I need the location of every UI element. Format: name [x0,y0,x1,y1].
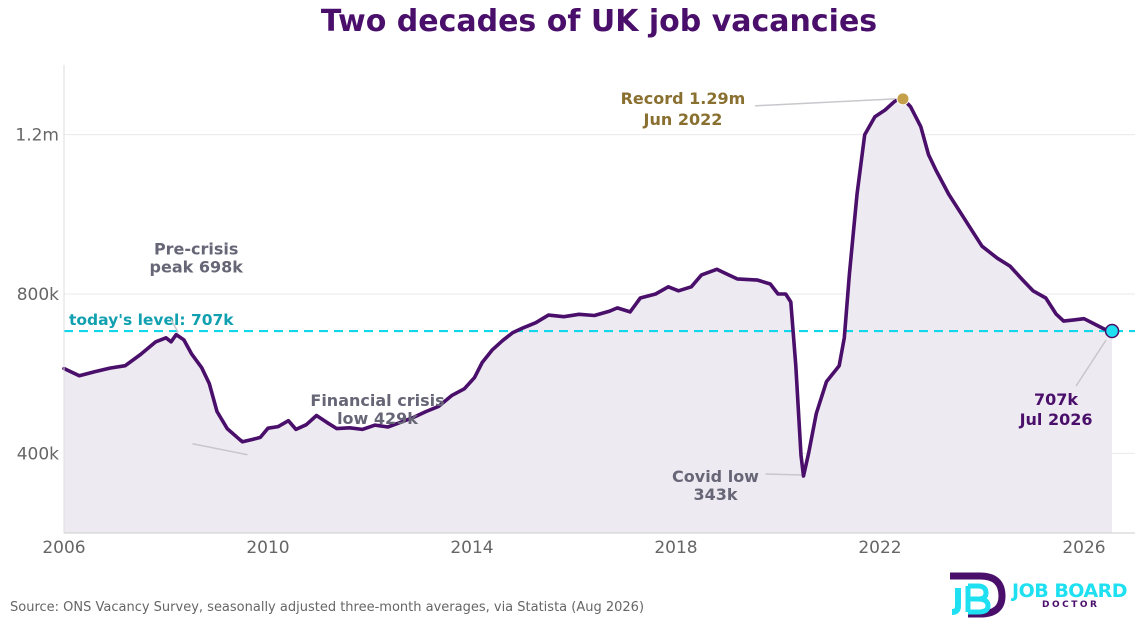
annotation-label: low 429k [337,409,418,428]
annotation-label: Pre-crisis [154,240,239,259]
logo-mark-icon [950,572,1006,618]
logo-name: JOB BOARD [1012,580,1128,602]
annotation-leader [765,473,802,476]
series-lines [62,97,1114,478]
company-logo: JOB BOARD DOCTOR [946,570,1136,620]
x-tick-label: 2026 [1062,538,1105,558]
annotation-leader [192,443,248,456]
annotation-leader [1075,339,1107,387]
reference-line-label: today's level: 707k [69,311,234,329]
x-tick-label: 2010 [246,538,289,558]
chart-title: Two decades of UK job vacancies [320,4,878,39]
annotation-label: 707k [1034,390,1078,409]
tick-labels: 400k 800k 1.2m 2006 2010 2014 2018 2022 2026 [15,126,1105,558]
annotation-label: peak 698k [150,258,244,277]
series-line [62,97,1114,478]
logo-subtitle: DOCTOR [1042,600,1100,610]
annotation-label: Covid low [672,467,759,486]
x-tick-label: 2006 [42,538,85,558]
annotation-label: Record 1.29m [621,89,746,108]
annotation-label: Financial crisis [310,391,444,410]
x-tick-label: 2022 [858,538,901,558]
annotation-label: Jul 2026 [1019,410,1093,429]
reference-line: today's level: 707k [64,311,1135,333]
annotation-leader [754,98,895,107]
axes [63,65,1135,534]
annotation-leader [170,319,179,333]
y-tick-label: 1.2m [15,126,59,146]
annotation-marker [1104,323,1120,339]
annotation-label: 343k [693,485,737,504]
annotation-marker [896,92,910,106]
y-tick-label: 400k [17,444,59,464]
y-tick-label: 800k [17,285,59,305]
x-tick-label: 2018 [654,538,697,558]
annotation-label: Jun 2022 [643,110,723,129]
source-note: Source: ONS Vacancy Survey, seasonally a… [10,600,645,615]
x-tick-label: 2014 [450,538,493,558]
